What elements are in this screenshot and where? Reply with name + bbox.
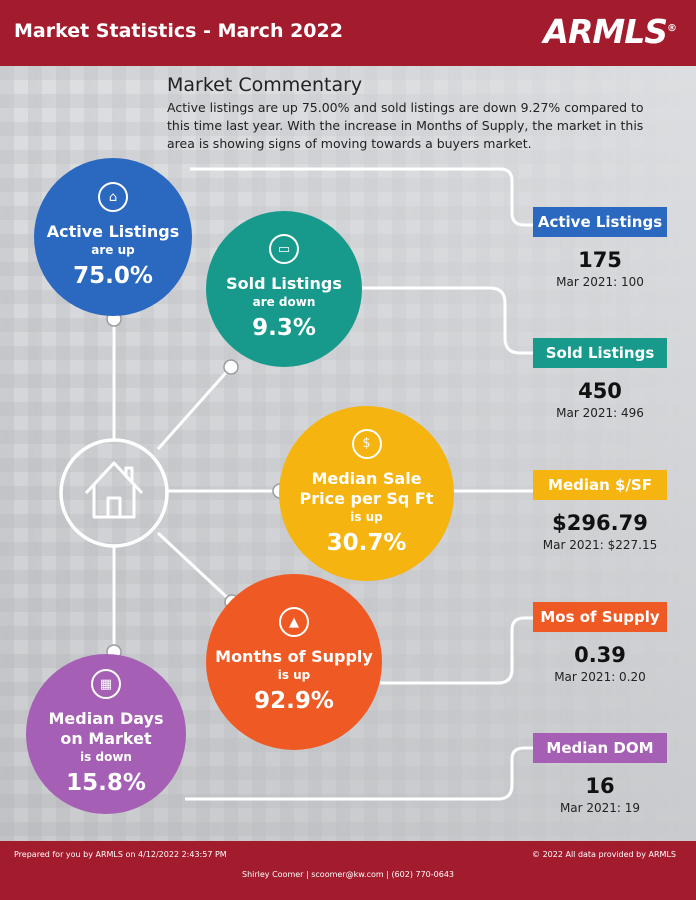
- active-stat-title: Active Listings: [533, 207, 667, 237]
- sold-listings-circle: ▭ Sold Listings are down 9.3%: [206, 211, 362, 367]
- calendar-icon: ▦: [91, 669, 121, 699]
- dom-stat-value: 16: [585, 774, 615, 798]
- logo-text: ARMLS: [543, 12, 668, 51]
- price-circle-label-2: Price per Sq Ft: [299, 488, 434, 508]
- commentary-text: Active listings are up 75.00% and sold l…: [167, 100, 644, 151]
- house-hub-circle: [59, 438, 169, 548]
- contact-text: Shirley Coomer | scoomer@kw.com | (602) …: [241, 870, 455, 879]
- median-dom-stat: Median DOM 16 Mar 2021: 19: [533, 733, 667, 817]
- supply-stat-value: 0.39: [574, 643, 626, 667]
- price-stat-value: $296.79: [552, 511, 648, 535]
- main-panel: Market Commentary Active listings are up…: [0, 66, 696, 841]
- sold-stat-value: 450: [578, 379, 622, 403]
- dom-stat-previous: Mar 2021: 19: [559, 801, 641, 815]
- hub-to-sold: [156, 366, 233, 450]
- connector-dom: [185, 746, 535, 801]
- dom-circle-label-1: Median Days: [48, 709, 164, 728]
- active-circle-sub: are up: [91, 243, 135, 257]
- active-listings-circle: ⌂ Active Listings are up 75.0%: [34, 158, 192, 316]
- active-listings-stat: Active Listings 175 Mar 2021: 100: [533, 207, 667, 291]
- price-circle-sub: is up: [350, 509, 383, 524]
- header-bar: Market Statistics - March 2022 ARMLS®: [0, 0, 696, 66]
- chart-icon: ▲: [279, 607, 309, 637]
- sold-circle-sub: are down: [252, 295, 316, 309]
- supply-stat-title: Mos of Supply: [533, 602, 667, 632]
- months-supply-stat: Mos of Supply 0.39 Mar 2021: 0.20: [533, 602, 667, 686]
- active-stat-value: 175: [578, 248, 622, 272]
- sold-circle-label: Sold Listings: [226, 274, 342, 293]
- connector-active: [190, 167, 535, 227]
- sign-icon: ▭: [269, 234, 299, 264]
- price-stat-title: Median $/SF: [533, 470, 667, 500]
- coin-icon: $: [351, 428, 382, 459]
- hub-to-supply: [156, 531, 234, 604]
- sold-listings-stat: Sold Listings 450 Mar 2021: 496: [533, 338, 667, 422]
- active-circle-label: Active Listings: [46, 222, 180, 241]
- logo-registered-mark: ®: [667, 23, 677, 34]
- supply-circle-sub: is up: [277, 668, 311, 682]
- copyright-text: © 2022 All data provided by ARMLS: [532, 850, 676, 859]
- price-circle-label-1: Median Sale: [311, 468, 422, 488]
- median-price-stat: Median $/SF $296.79 Mar 2021: $227.15: [533, 470, 667, 554]
- median-price-circle: $ Median Sale Price per Sq Ft is up 30.7…: [279, 406, 454, 581]
- median-dom-circle: ▦ Median Days on Market is down 15.8%: [26, 654, 186, 814]
- armls-logo: ARMLS®: [543, 12, 677, 51]
- dom-circle-sub: is down: [80, 750, 132, 764]
- sold-stat-title: Sold Listings: [533, 338, 667, 368]
- page-title: Market Statistics - March 2022: [14, 20, 343, 42]
- price-circle-pct: 30.7%: [326, 529, 407, 556]
- supply-circle-label: Months of Supply: [215, 647, 373, 666]
- active-stat-previous: Mar 2021: 100: [556, 275, 644, 289]
- supply-circle-pct: 92.9%: [254, 688, 334, 714]
- dom-stat-title: Median DOM: [533, 733, 667, 763]
- footer-bar: Prepared for you by ARMLS on 4/12/2022 2…: [0, 841, 696, 900]
- connector-supply: [380, 616, 535, 685]
- commentary-title: Market Commentary: [167, 74, 363, 96]
- house-icon-large: [84, 461, 144, 519]
- sold-circle-pct: 9.3%: [252, 315, 316, 341]
- active-circle-pct: 75.0%: [73, 263, 153, 289]
- dom-circle-pct: 15.8%: [66, 770, 146, 796]
- node-dot-sold: [223, 359, 239, 375]
- connector-sold: [350, 286, 535, 355]
- supply-stat-previous: Mar 2021: 0.20: [554, 670, 646, 684]
- sold-stat-previous: Mar 2021: 496: [556, 406, 644, 420]
- prepared-text: Prepared for you by ARMLS on 4/12/2022 2…: [14, 850, 227, 859]
- price-stat-previous: Mar 2021: $227.15: [542, 538, 658, 552]
- house-icon: ⌂: [98, 182, 128, 212]
- months-supply-circle: ▲ Months of Supply is up 92.9%: [206, 574, 382, 750]
- dom-circle-label-2: on Market: [60, 729, 152, 748]
